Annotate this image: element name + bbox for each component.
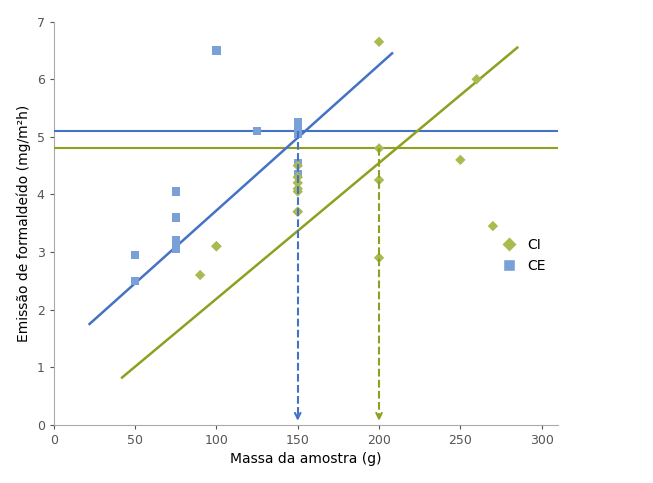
- Point: [130, 277, 140, 284]
- Point: [293, 118, 303, 126]
- Point: [252, 127, 263, 135]
- X-axis label: Massa da amostra (g): Massa da amostra (g): [230, 453, 381, 466]
- Point: [293, 121, 303, 129]
- Point: [293, 173, 303, 181]
- Legend: CI, CE: CI, CE: [490, 232, 551, 279]
- Point: [293, 179, 303, 187]
- Point: [293, 188, 303, 196]
- Point: [471, 75, 482, 83]
- Point: [293, 208, 303, 215]
- Point: [170, 213, 181, 221]
- Point: [195, 271, 205, 279]
- Point: [293, 159, 303, 167]
- Point: [170, 237, 181, 244]
- Point: [455, 156, 466, 164]
- Point: [170, 245, 181, 253]
- Point: [374, 254, 384, 262]
- Point: [170, 188, 181, 196]
- Point: [293, 127, 303, 135]
- Point: [293, 170, 303, 178]
- Point: [211, 46, 221, 54]
- Point: [130, 251, 140, 259]
- Point: [211, 242, 221, 250]
- Point: [374, 38, 384, 46]
- Point: [211, 242, 221, 250]
- Point: [488, 222, 498, 230]
- Point: [374, 144, 384, 152]
- Y-axis label: Emissão de formaldeído (mg/m²h): Emissão de formaldeído (mg/m²h): [17, 105, 31, 342]
- Point: [293, 185, 303, 193]
- Point: [293, 162, 303, 170]
- Point: [374, 176, 384, 184]
- Point: [293, 130, 303, 138]
- Point: [293, 208, 303, 215]
